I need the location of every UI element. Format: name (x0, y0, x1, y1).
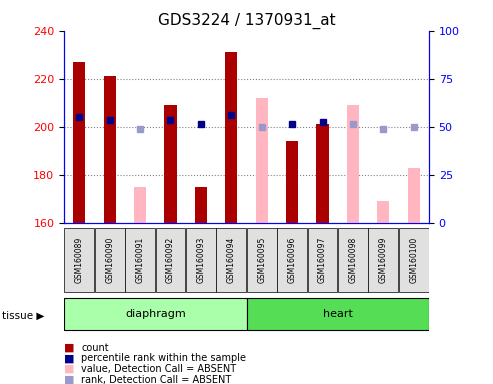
Text: GSM160090: GSM160090 (105, 237, 114, 283)
Bar (95, 228, 125, 293)
Bar (134, 187, 146, 223)
Bar (286, 141, 298, 223)
Bar (156, 228, 185, 293)
Text: GSM160095: GSM160095 (257, 237, 266, 283)
Bar (246, 298, 429, 330)
Text: ■: ■ (64, 353, 74, 363)
Bar (65, 228, 94, 293)
Bar (277, 228, 307, 293)
Text: count: count (81, 343, 109, 353)
Text: tissue ▶: tissue ▶ (2, 311, 45, 321)
Bar (377, 201, 389, 223)
Bar (73, 62, 85, 223)
Bar (399, 228, 428, 293)
Bar (368, 228, 398, 293)
Bar (64, 298, 246, 330)
Bar (186, 228, 216, 293)
Text: ■: ■ (64, 375, 74, 384)
Text: GSM160093: GSM160093 (196, 237, 206, 283)
Text: diaphragm: diaphragm (125, 309, 186, 319)
Bar (256, 98, 268, 223)
Bar (104, 76, 116, 223)
Text: GSM160094: GSM160094 (227, 237, 236, 283)
Bar (338, 228, 368, 293)
Bar (308, 228, 337, 293)
Bar (347, 105, 359, 223)
Bar (195, 187, 207, 223)
Text: GSM160100: GSM160100 (409, 237, 418, 283)
Text: GSM160099: GSM160099 (379, 237, 388, 283)
Text: GSM160097: GSM160097 (318, 237, 327, 283)
Text: GSM160089: GSM160089 (75, 237, 84, 283)
Text: GSM160098: GSM160098 (349, 237, 357, 283)
Text: rank, Detection Call = ABSENT: rank, Detection Call = ABSENT (81, 375, 232, 384)
Bar (216, 228, 246, 293)
Text: ■: ■ (64, 343, 74, 353)
Bar (225, 52, 238, 223)
Bar (247, 228, 277, 293)
Bar (125, 228, 155, 293)
Text: ■: ■ (64, 364, 74, 374)
Bar (408, 167, 420, 223)
Title: GDS3224 / 1370931_at: GDS3224 / 1370931_at (158, 13, 335, 29)
Text: GSM160096: GSM160096 (287, 237, 297, 283)
Text: GSM160091: GSM160091 (136, 237, 144, 283)
Text: value, Detection Call = ABSENT: value, Detection Call = ABSENT (81, 364, 237, 374)
Text: GSM160092: GSM160092 (166, 237, 175, 283)
Text: heart: heart (323, 309, 352, 319)
Text: percentile rank within the sample: percentile rank within the sample (81, 353, 246, 363)
Bar (317, 124, 329, 223)
Bar (165, 105, 176, 223)
